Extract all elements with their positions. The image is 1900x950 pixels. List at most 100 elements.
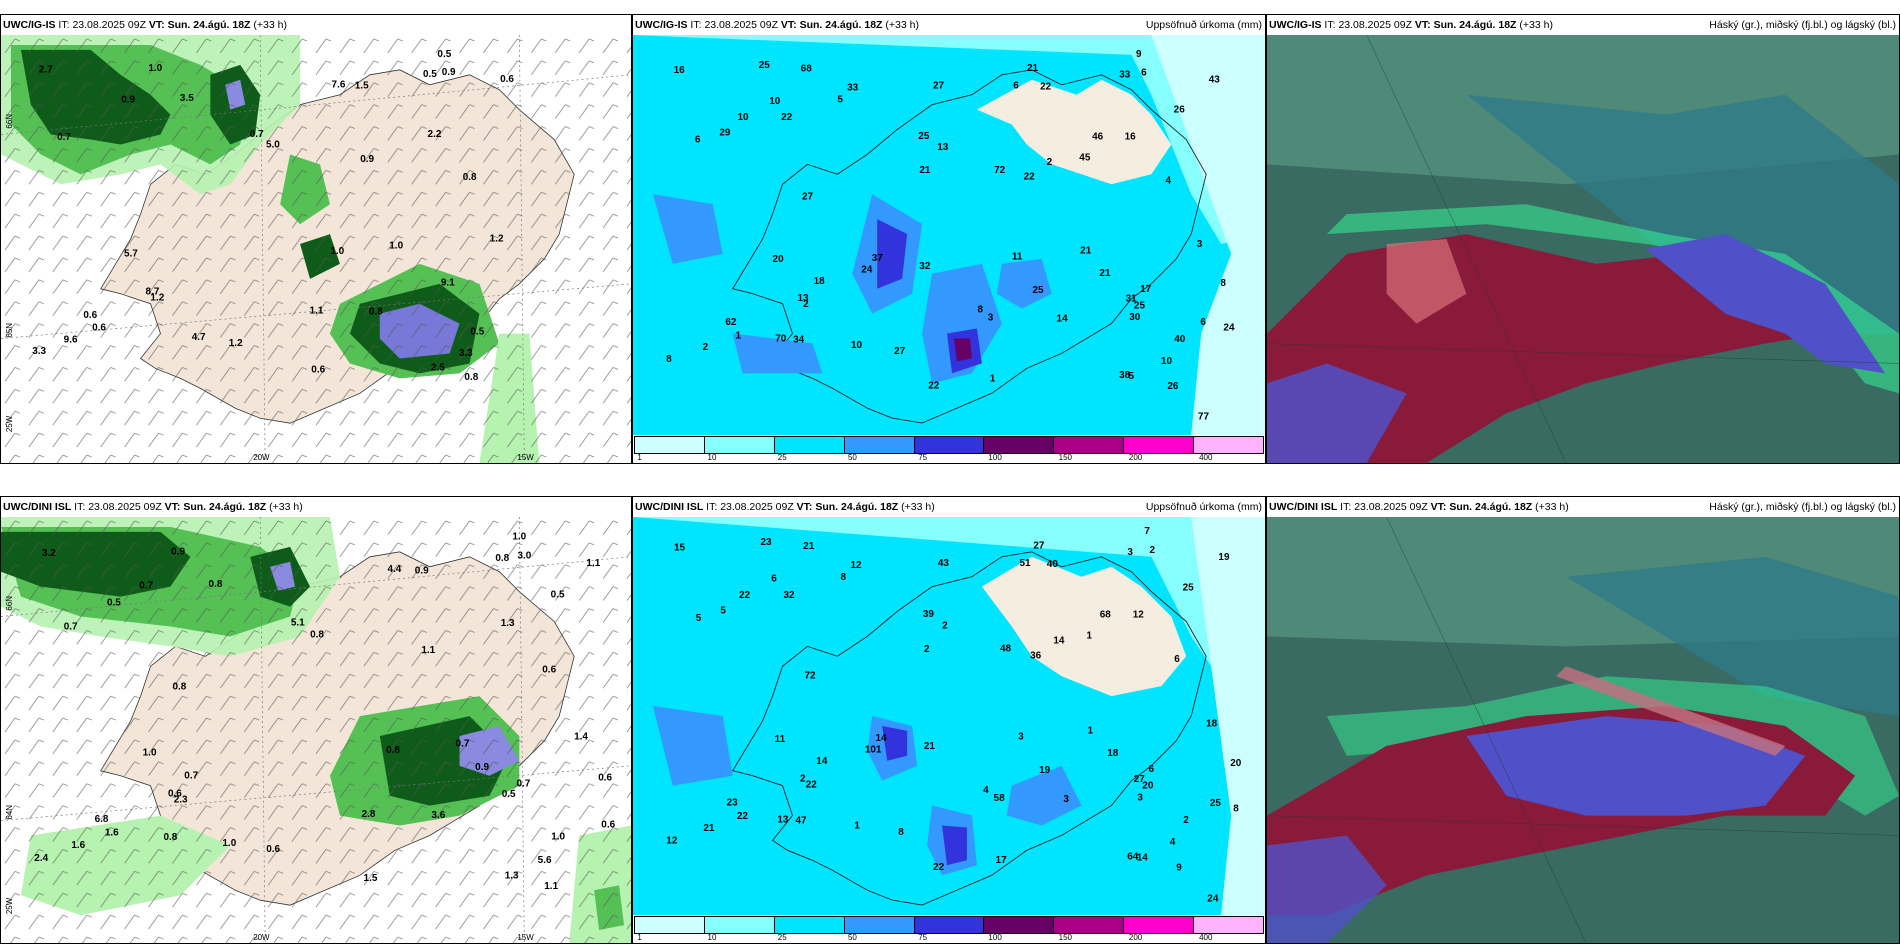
map-value-label: 1.0 — [148, 63, 162, 74]
map-value-label: 0.8 — [310, 629, 324, 640]
map-value-label: 10 — [769, 96, 781, 107]
vt-label: VT: — [780, 19, 797, 31]
field-title: Háský (gr.), miðský (fj.bl.) og lágský (… — [1709, 501, 1896, 513]
map-value-label: 0.8 — [386, 745, 400, 756]
init-time: 23.08.2025 09Z — [720, 501, 794, 513]
panel-header: UWC/IG-IS IT: 23.08.2025 09Z VT: Sun. 24… — [1267, 15, 1899, 35]
map-value-label: 40 — [1174, 334, 1186, 345]
map-value-label: 1.5 — [364, 873, 378, 884]
map-value-label: 0.6 — [500, 74, 514, 85]
map-value-label: 11 — [1012, 252, 1023, 263]
map-value-label: 23 — [760, 537, 772, 548]
map-value-label: 17 — [1140, 284, 1152, 295]
map-value-label: 1 — [990, 373, 996, 384]
map-value-label: 1.0 — [389, 240, 403, 251]
map-value-label: 1.2 — [490, 234, 504, 245]
model-name: UWC/IG-IS — [1269, 19, 1322, 31]
iceland-outline — [731, 551, 1207, 906]
map-value-label: 19 — [1039, 765, 1051, 776]
colorbar-swatch — [1194, 917, 1264, 933]
map-value-label: 0.7 — [184, 770, 198, 781]
map-value-label: 7.6 — [332, 80, 346, 91]
map-value-label: 5.6 — [538, 855, 552, 866]
map-value-label: 21 — [924, 741, 936, 752]
colorbar-swatch — [844, 437, 915, 453]
map-value-label: 47 — [795, 815, 807, 826]
map-value-label: 22 — [781, 112, 793, 123]
model-name: UWC/IG-IS — [635, 19, 688, 31]
map-value-label: 17 — [996, 855, 1008, 866]
valid-time: Sun. 24.ágú. 18Z — [167, 19, 251, 31]
map-value-label: 24 — [1207, 893, 1219, 904]
map-value-label: 72 — [804, 670, 816, 681]
map-value-label: 12 — [666, 835, 678, 846]
colorbar-swatch — [914, 917, 985, 933]
colorbar-tick-label: 150 — [1058, 933, 1072, 942]
model-name: UWC/DINI ISL — [3, 501, 72, 513]
map-value-label: 27 — [802, 192, 814, 203]
map-value-label: 25 — [759, 60, 771, 71]
map-value-label: 5 — [696, 613, 702, 624]
map-value-label: 0.6 — [266, 844, 280, 855]
map-value-label: 21 — [919, 165, 931, 176]
map-value-label: 5.1 — [291, 618, 305, 629]
map-value-label: 64 — [1127, 851, 1139, 862]
map-value-label: 11 — [775, 734, 786, 745]
map-value-label: 0.8 — [464, 372, 478, 383]
colorbar-swatch — [984, 917, 1055, 933]
panel-dini-clouds: UWC/DINI ISL IT: 23.08.2025 09Z VT: Sun.… — [1266, 496, 1900, 944]
accum-value-labels: 1616852212227216141013954231262010116403… — [666, 49, 1235, 422]
map-value-label: 9.6 — [64, 334, 78, 345]
map-value-label: 1.5 — [355, 81, 369, 92]
map-value-label: 18 — [814, 276, 826, 287]
map-value-label: 2.4 — [34, 853, 48, 864]
map-value-label: 26 — [1167, 381, 1179, 392]
map-value-label: 25 — [1210, 798, 1222, 809]
map-value-label: 0.9 — [171, 547, 185, 558]
valid-time: Sun. 24.ágú. 18Z — [815, 501, 899, 513]
map-value-label: 0.7 — [250, 129, 264, 140]
lead-time: (+33 h) — [269, 501, 303, 513]
map-value-label: 6 — [695, 135, 701, 146]
iceland-outline — [731, 69, 1207, 424]
colorbar-swatch — [774, 917, 845, 933]
axis-label-15w: 15W — [517, 453, 534, 462]
map-value-label: 0.9 — [415, 566, 429, 577]
panel-igis-clouds: UWC/IG-IS IT: 23.08.2025 09Z VT: Sun. 24… — [1266, 14, 1900, 464]
map-value-label: 4.4 — [387, 564, 401, 575]
map-value-label: 3.0 — [517, 551, 531, 562]
colorbar-tick-label: 100 — [988, 933, 1002, 942]
map-value-label: 24 — [1223, 323, 1235, 334]
map-value-label: 10 — [1161, 356, 1173, 367]
map-value-label: 20 — [1230, 758, 1242, 769]
map-value-label: 51 — [1019, 558, 1031, 569]
map-value-label: 22 — [806, 779, 818, 790]
map-value-label: 0.6 — [311, 365, 325, 376]
map-value-label: 3.3 — [459, 348, 473, 359]
colorbar: 1 10 25 50 75 100 150 200 400 — [633, 435, 1265, 463]
map-value-label: 2 — [1047, 157, 1053, 168]
accum-precip-map: 1616852212227216141013954231262010116403… — [633, 35, 1265, 435]
map-area: 16 16 8 5 2 2 1 22 27 21 6 14 10 13 9 5 4 2 3 1 26 20 10 11 6 40 3… — [633, 35, 1265, 435]
map-value-label: 0.7 — [57, 132, 71, 143]
map-value-label: 5 — [837, 94, 843, 105]
map-value-label: 13 — [777, 814, 789, 825]
map-value-label: 14 — [816, 756, 828, 767]
it-label: IT: — [74, 501, 86, 513]
precip-wind-map: 66N 65N 25W 20W 15W 2.2 2.7 3.3 2.5 9.6 1.2 0.… — [1, 35, 631, 463]
map-value-label: 19 — [1218, 552, 1230, 563]
it-label: IT: — [690, 19, 702, 31]
colorbar-tick-label: 150 — [1058, 453, 1072, 462]
colorbar-swatch — [774, 437, 845, 453]
map-value-label: 0.5 — [502, 789, 516, 800]
map-value-label: 2.3 — [174, 795, 188, 806]
map-value-label: 1.6 — [71, 840, 85, 851]
map-value-label: 12 — [851, 560, 863, 571]
map-value-label: 1.6 — [105, 828, 119, 839]
axis-label-65n: 65N — [5, 323, 14, 338]
map-value-label: 1.3 — [501, 618, 515, 629]
map-value-label: 25 — [1183, 582, 1195, 593]
map-value-label: 101 — [865, 744, 882, 755]
vt-label: VT: — [1414, 19, 1431, 31]
map-value-label: 0.9 — [442, 67, 456, 78]
